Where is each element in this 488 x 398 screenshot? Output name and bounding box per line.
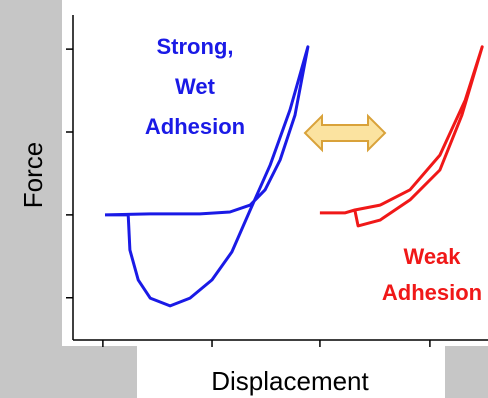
- x-axis-label: Displacement: [211, 366, 369, 396]
- y-axis-label: Force: [18, 142, 48, 208]
- annotation: Adhesion: [382, 280, 482, 305]
- force-curve: [104, 45, 310, 308]
- double-arrow: [303, 113, 387, 153]
- annotation: Wet: [175, 74, 216, 99]
- annotation: Adhesion: [145, 114, 245, 139]
- force-curve: [319, 45, 484, 228]
- annotation: Strong,: [157, 34, 234, 59]
- label-background: [137, 346, 445, 398]
- annotation: Weak: [403, 244, 461, 269]
